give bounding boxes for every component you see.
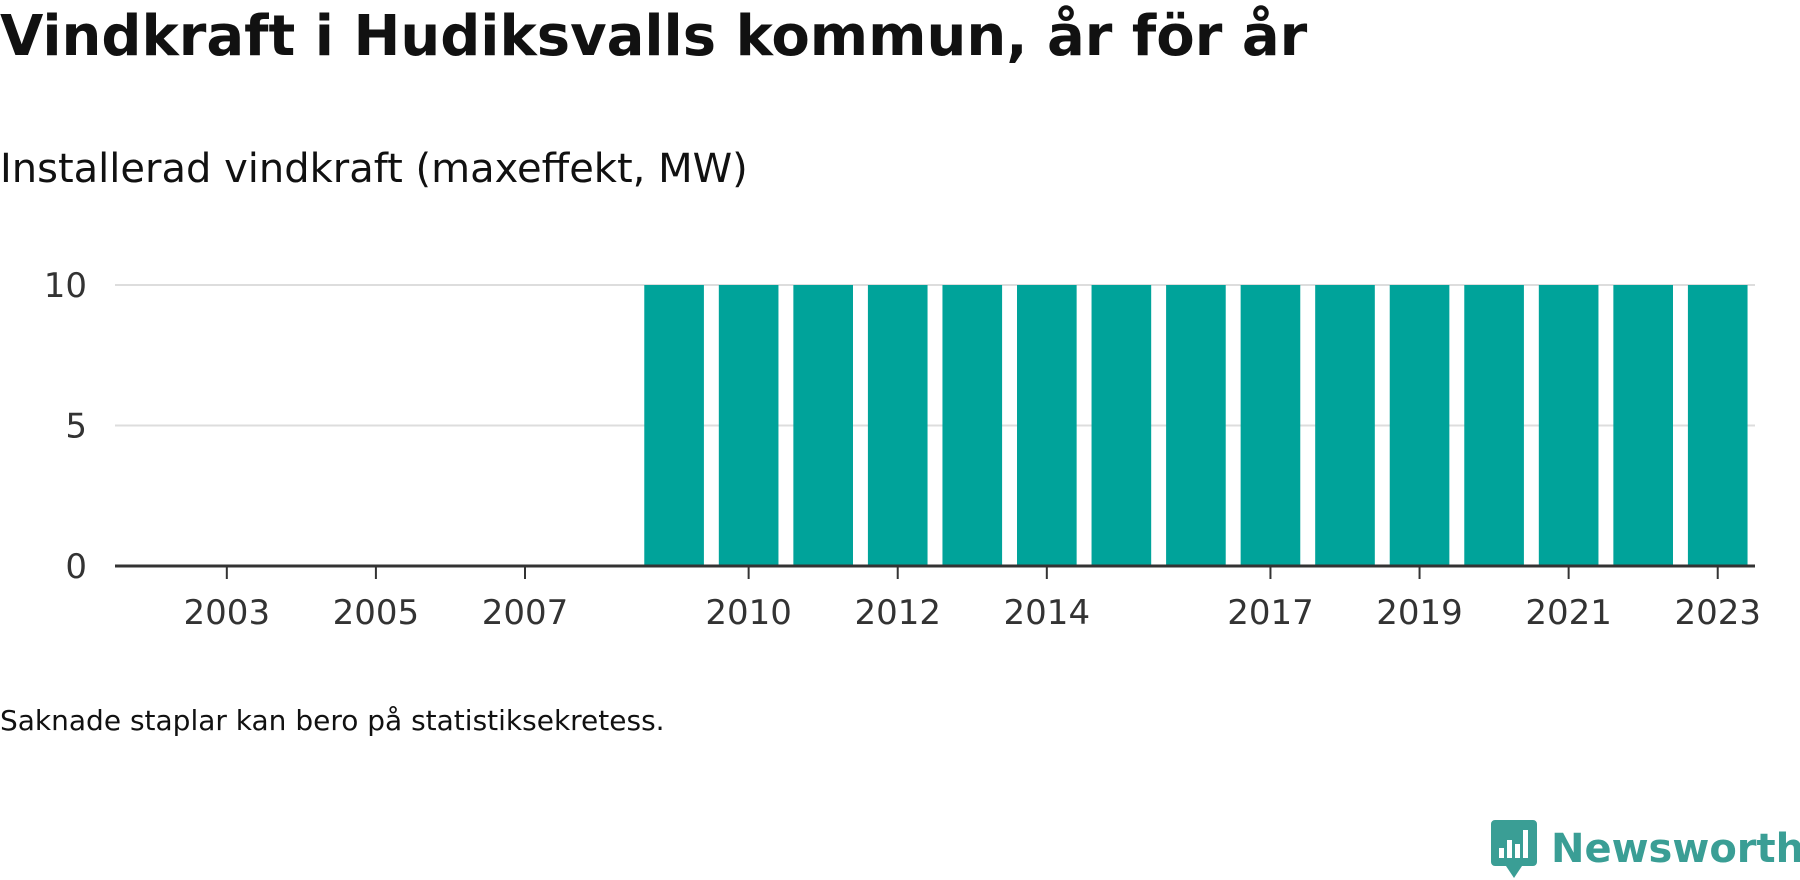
x-tick-label: 2019 (1376, 593, 1463, 633)
x-tick-label: 2021 (1525, 593, 1612, 633)
bar (793, 285, 853, 566)
bar (1613, 285, 1673, 566)
x-tick-label: 2017 (1227, 593, 1314, 633)
x-tick-label: 2005 (333, 593, 420, 633)
bar (644, 285, 704, 566)
x-tick-label: 2023 (1674, 593, 1761, 633)
y-tick-label: 10 (44, 266, 87, 306)
x-tick-label: 2010 (705, 593, 792, 633)
bar (718, 285, 779, 566)
bar (1091, 285, 1152, 566)
chart-footnote: Saknade staplar kan bero på statistiksek… (0, 704, 665, 737)
bar (942, 285, 1003, 566)
x-tick-label: 2003 (184, 593, 271, 633)
bar (1166, 285, 1226, 566)
axes: 0 5 10 2003 2005 2007 2010 2012 2014 2017 2019 2021… (44, 266, 1761, 633)
bar (1389, 285, 1450, 566)
y-tick-label: 0 (65, 547, 87, 587)
brand-name: Newsworthy (1551, 826, 1800, 872)
x-tick-label: 2007 (482, 593, 569, 633)
bar (867, 285, 928, 566)
bar (1017, 285, 1077, 566)
x-tick-label: 2014 (1004, 593, 1091, 633)
chart-title: Vindkraft i Hudiksvalls kommun, år för å… (0, 4, 1308, 69)
bars (644, 285, 1748, 566)
bar (1538, 285, 1599, 566)
x-tick-label: 2012 (854, 593, 941, 633)
bar (1464, 285, 1524, 566)
bar (1687, 285, 1748, 566)
newsworthy-logo: Newsworthy (1489, 818, 1800, 880)
bar (1315, 285, 1375, 566)
chart-subtitle: Installerad vindkraft (maxeffekt, MW) (0, 146, 748, 192)
bar (1240, 285, 1301, 566)
y-tick-label: 5 (65, 407, 87, 447)
newsworthy-logo-icon (1491, 820, 1537, 878)
